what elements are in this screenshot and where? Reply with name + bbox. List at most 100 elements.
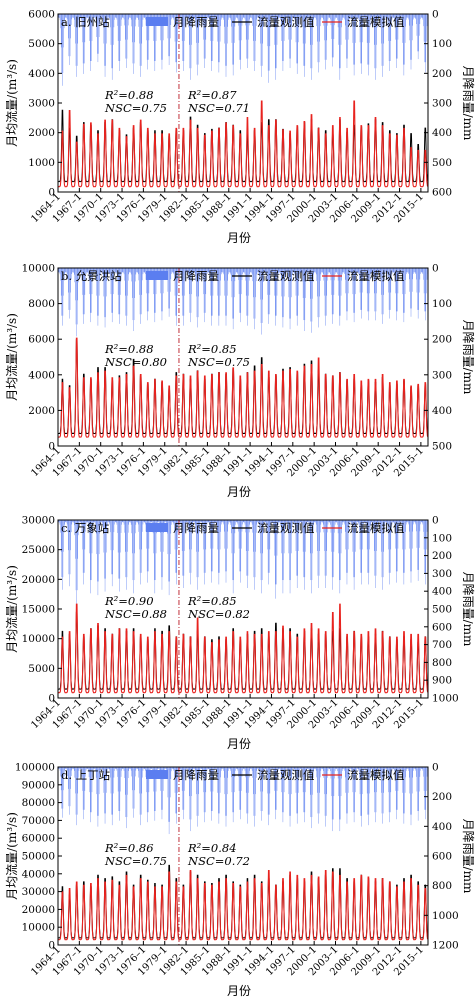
y2-tick-label: 0 <box>432 515 439 527</box>
y2-tick-label: 200 <box>432 334 452 346</box>
stat-r2: R²=0.88 <box>104 342 154 356</box>
y-tick-label: 30000 <box>22 515 55 527</box>
y-tick-label: 1000 <box>28 157 55 169</box>
y-tick-label: 0 <box>48 441 55 453</box>
series-line-simulated <box>58 869 429 941</box>
y2-tick-label: 500 <box>432 157 452 169</box>
series-line-simulated <box>58 337 429 438</box>
y2-tick-label: 800 <box>432 880 452 892</box>
y2-tick-label: 1000 <box>432 910 459 922</box>
chart-panel-3: 0 5000 10000 15000 20000 25000 30000 0 100 200 300… <box>5 515 475 752</box>
y-axis-title: 月均流量/(m³/s) <box>5 313 19 401</box>
legend-observed-label: 流量观测值 <box>257 269 315 283</box>
y-axis-title: 月均流量/(m³/s) <box>5 565 19 653</box>
stat-r2: R²=0.85 <box>187 342 237 356</box>
x-axis-title: 月份 <box>227 485 251 499</box>
y2-tick-label: 200 <box>432 791 452 803</box>
y-tick-label: 30000 <box>22 886 55 898</box>
y-tick-label: 0 <box>48 940 55 952</box>
y2-tick-label: 400 <box>432 586 452 598</box>
y-tick-label: 70000 <box>22 815 55 827</box>
y-tick-label: 0 <box>48 693 55 705</box>
legend-rain-swatch <box>146 271 168 280</box>
y-tick-label: 10000 <box>22 263 55 275</box>
rainfall-bars <box>58 767 428 835</box>
y2-tick-label: 600 <box>432 621 452 633</box>
legend-observed-label: 流量观测值 <box>257 521 315 535</box>
x-axis-title: 月份 <box>227 984 251 998</box>
rainfall-bars <box>58 268 428 337</box>
legend-rain-swatch <box>146 770 168 779</box>
y2-tick-label: 500 <box>432 441 452 453</box>
y2-tick-label: 0 <box>432 9 439 21</box>
y2-tick-label: 200 <box>432 550 452 562</box>
legend-simulated-label: 流量模拟值 <box>347 521 405 535</box>
y2-tick-label: 100 <box>432 38 452 50</box>
y2-tick-label: 400 <box>432 405 452 417</box>
y2-tick-label: 900 <box>432 675 452 687</box>
y-tick-label: 10000 <box>22 922 55 934</box>
stat-nsc: NSC=0.75 <box>187 355 250 369</box>
y2-tick-label: 500 <box>432 604 452 616</box>
y2-tick-label: 300 <box>432 98 452 110</box>
stat-r2: R²=0.84 <box>187 841 237 855</box>
y2-tick-label: 600 <box>432 187 452 199</box>
stat-r2: R²=0.85 <box>187 594 237 608</box>
legend-simulated-label: 流量模拟值 <box>347 15 405 29</box>
y2-tick-label: 400 <box>432 821 452 833</box>
y-tick-label: 25000 <box>22 544 55 556</box>
y-tick-label: 90000 <box>22 779 55 791</box>
x-axis-title: 月份 <box>227 231 251 245</box>
x-axis-title: 月份 <box>227 737 251 751</box>
stat-nsc: NSC=0.75 <box>104 854 167 868</box>
y2-tick-label: 1200 <box>432 940 459 952</box>
stat-nsc: NSC=0.71 <box>187 101 250 115</box>
y-tick-label: 20000 <box>22 904 55 916</box>
legend-rain-swatch <box>146 523 168 532</box>
y-tick-label: 40000 <box>22 868 55 880</box>
y2-tick-label: 100 <box>432 298 452 310</box>
series-line-simulated <box>58 603 429 694</box>
y-tick-label: 5000 <box>28 663 55 675</box>
plot-frame <box>57 267 429 447</box>
y2-tick-label: 200 <box>432 68 452 80</box>
y2-tick-label: 600 <box>432 851 452 863</box>
chart-panel-1: 0 1000 2000 3000 4000 5000 6000 0 100 200 300 400 50… <box>5 9 475 246</box>
y2-tick-label: 0 <box>432 263 439 275</box>
y2-tick-label: 1000 <box>432 693 459 705</box>
rainfall-bars <box>58 520 428 606</box>
legend: 月降雨量 流量观测值 流量模拟值 <box>146 521 405 535</box>
legend-simulated-label: 流量模拟值 <box>347 269 405 283</box>
y2-tick-label: 0 <box>432 762 439 774</box>
y-tick-label: 2000 <box>28 405 55 417</box>
y-tick-label: 100000 <box>15 762 55 774</box>
legend-rain-label: 月降雨量 <box>173 521 219 535</box>
y-tick-label: 3000 <box>28 98 55 110</box>
chart-panel-4: 0100002000030000400005000060000700008000… <box>5 762 475 999</box>
stat-nsc: NSC=0.75 <box>104 101 167 115</box>
stat-r2: R²=0.86 <box>104 841 154 855</box>
y-tick-label: 6000 <box>28 9 55 21</box>
y2-tick-label: 800 <box>432 657 452 669</box>
y-tick-label: 15000 <box>22 604 55 616</box>
legend: 月降雨量 流量观测值 流量模拟值 <box>146 768 405 782</box>
y-tick-label: 4000 <box>28 369 55 381</box>
y-tick-label: 50000 <box>22 851 55 863</box>
y-tick-label: 20000 <box>22 574 55 586</box>
stat-nsc: NSC=0.80 <box>104 355 167 369</box>
stat-r2: R²=0.88 <box>104 88 154 102</box>
y-tick-label: 10000 <box>22 633 55 645</box>
y-axis-title: 月均流量/(m³/s) <box>5 59 19 147</box>
legend-observed-label: 流量观测值 <box>257 15 315 29</box>
y-tick-label: 2000 <box>28 127 55 139</box>
y2-tick-label: 300 <box>432 568 452 580</box>
panel-title: b. 允景洪站 <box>61 269 122 283</box>
stat-nsc: NSC=0.72 <box>187 854 250 868</box>
y2-tick-label: 400 <box>432 127 452 139</box>
stat-nsc: NSC=0.88 <box>104 607 167 621</box>
legend-observed-label: 流量观测值 <box>257 768 315 782</box>
panel-title: a. 旧州站 <box>61 15 110 29</box>
y-axis-title: 月均流量/(m³/s) <box>5 812 19 900</box>
y2-axis-title: 月降雨量/mm <box>461 66 475 141</box>
